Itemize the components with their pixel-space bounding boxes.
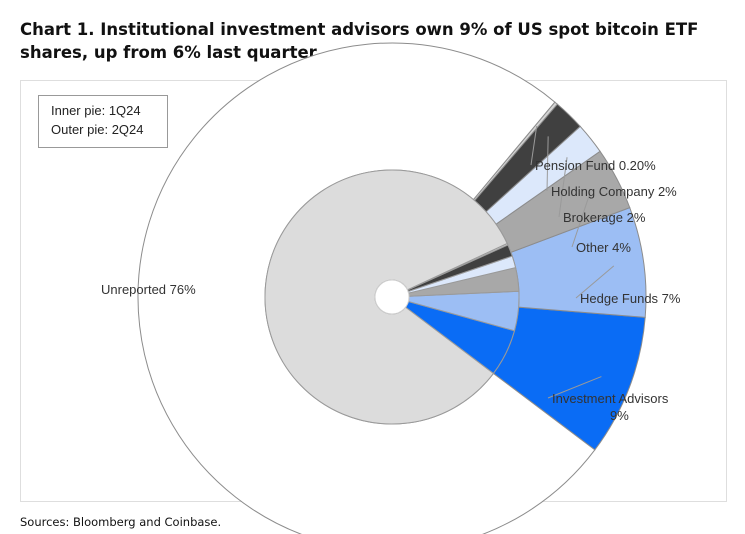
- legend-inner-label: Inner pie: 1Q24: [51, 103, 141, 118]
- slice-labels: Pension Fund 0.20% Holding Company 2% Brok…: [101, 158, 681, 423]
- label-unreported: Unreported 76%: [101, 282, 196, 297]
- chart-title: Chart 1. Institutional investment adviso…: [20, 20, 699, 62]
- label-holding-company: Holding Company 2%: [551, 184, 677, 199]
- label-brokerage: Brokerage 2%: [563, 210, 646, 225]
- inner-ring-1q24: [264, 169, 520, 425]
- label-leader-lines: [530, 125, 615, 399]
- leader-pension-fund: [530, 125, 538, 166]
- label-pension-fund: Pension Fund 0.20%: [535, 158, 656, 173]
- label-investment-advisors: Investment Advisors: [552, 391, 669, 406]
- label-hedge-funds: Hedge Funds 7%: [580, 291, 681, 306]
- label-other: Other 4%: [576, 240, 631, 255]
- label-investment-advisors-value: 9%: [610, 408, 629, 423]
- leader-brokerage: [558, 157, 568, 218]
- center-hole: [374, 279, 410, 315]
- source-note: Sources: Bloomberg and Coinbase.: [20, 515, 222, 529]
- leader-holding-company: [546, 136, 549, 192]
- leader-investment-advisors: [547, 376, 602, 399]
- leader-hedge-funds: [575, 265, 615, 299]
- ring-legend: Inner pie: 1Q24 Outer pie: 2Q24: [38, 95, 168, 148]
- outer-ring-2q24: [137, 42, 647, 534]
- leader-other: [571, 192, 591, 248]
- legend-outer-label: Outer pie: 2Q24: [51, 122, 144, 137]
